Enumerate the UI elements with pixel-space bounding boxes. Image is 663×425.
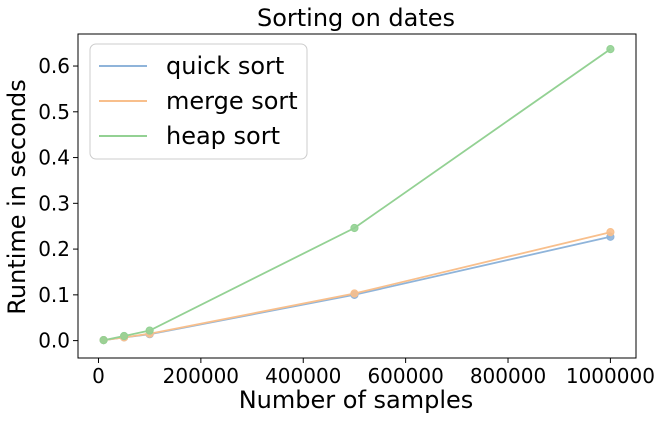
data-point <box>350 223 359 233</box>
y-tick-label: 0.6 <box>38 54 70 78</box>
data-point <box>119 331 129 341</box>
data-point <box>606 228 615 237</box>
y-tick-label: 0.2 <box>38 237 70 261</box>
data-point <box>350 289 359 298</box>
data-point <box>145 326 154 335</box>
x-tick-label: 600000 <box>367 364 443 388</box>
data-point <box>606 45 615 54</box>
y-tick-label: 0.0 <box>38 329 70 353</box>
y-axis-label: Runtime in seconds <box>3 79 31 314</box>
x-axis-label: Number of samples <box>239 386 474 414</box>
legend-label: quick sort <box>166 52 284 80</box>
legend-label: heap sort <box>166 122 280 150</box>
series-line-0 <box>103 235 611 342</box>
legend-box <box>89 43 308 160</box>
plot-area-frame <box>77 33 637 359</box>
x-tick-label: 800000 <box>470 364 546 388</box>
legend-label: merge sort <box>166 87 298 115</box>
x-tick-label: 1000000 <box>566 364 655 388</box>
chart-title: Sorting on dates <box>257 4 455 32</box>
x-tick-label: 0 <box>92 364 105 388</box>
axis-ticks: 0 200000 400000 600000 800000 1000000 0.0 0.1 0.… <box>38 54 655 388</box>
x-tick-label: 200000 <box>163 364 239 388</box>
y-tick-label: 0.4 <box>38 146 70 170</box>
series-line-1 <box>103 231 611 342</box>
data-point <box>99 336 108 345</box>
x-tick-label: 400000 <box>265 364 341 388</box>
y-tick-label: 0.3 <box>38 191 70 215</box>
y-tick-label: 0.1 <box>38 283 70 307</box>
series-points <box>99 45 615 345</box>
legend: quick sort merge sort heap sort <box>89 43 308 160</box>
y-tick-label: 0.5 <box>38 100 70 124</box>
